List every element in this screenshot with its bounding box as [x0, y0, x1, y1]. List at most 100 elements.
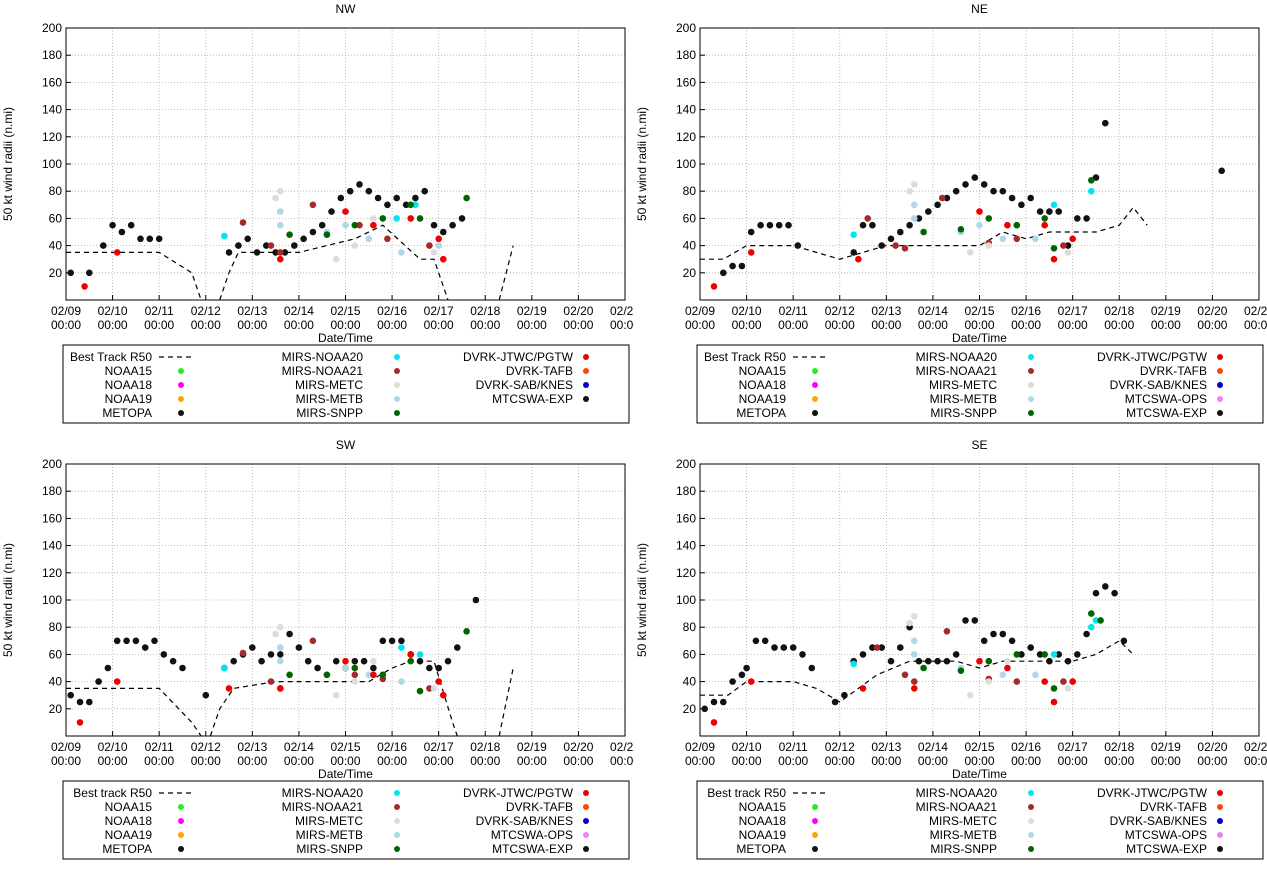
- x-tick-label-date: 02/15: [964, 740, 994, 754]
- x-tick-label-time: 00:00: [191, 754, 221, 768]
- legend-label: NOAA15: [105, 800, 153, 814]
- data-point: [295, 644, 303, 651]
- data-point: [911, 215, 918, 222]
- data-point: [1088, 623, 1095, 631]
- data-point: [365, 671, 373, 679]
- x-tick-label-time: 00:00: [144, 318, 174, 332]
- x-tick-label-time: 00:00: [330, 318, 360, 332]
- legend-label: MIRS-METC: [295, 814, 363, 828]
- data-point: [878, 644, 885, 651]
- data-point: [1060, 678, 1067, 685]
- data-point: [123, 637, 130, 645]
- data-point: [416, 687, 424, 695]
- data-point: [897, 228, 904, 236]
- legend-label: MIRS-METB: [930, 828, 997, 842]
- legend-label: MIRS-NOAA20: [282, 786, 364, 800]
- y-tick-label: 40: [49, 675, 63, 689]
- data-point: [370, 664, 377, 672]
- data-point: [1064, 685, 1072, 692]
- data-point: [1120, 637, 1128, 645]
- data-point: [976, 221, 983, 229]
- data-point: [1013, 221, 1021, 229]
- data-point: [230, 657, 237, 665]
- y-tick-label: 160: [676, 75, 696, 89]
- data-point: [365, 235, 373, 243]
- x-tick-label-time: 00:00: [610, 754, 634, 768]
- legend-dot-marker: [394, 790, 400, 796]
- data-point: [109, 221, 116, 229]
- x-tick-label-date: 02/13: [237, 304, 267, 318]
- data-point: [151, 637, 158, 645]
- legend-dot-marker: [394, 832, 400, 838]
- data-point: [710, 719, 718, 726]
- data-point: [1060, 242, 1067, 249]
- x-tick-label-time: 00:00: [1197, 754, 1227, 768]
- x-tick-label-date: 02/18: [470, 304, 500, 318]
- data-point: [999, 630, 1007, 638]
- x-tick-label-time: 00:00: [144, 754, 174, 768]
- data-point: [351, 242, 359, 249]
- data-point: [1102, 583, 1109, 590]
- data-point: [398, 678, 405, 685]
- x-tick-label-date: 02/11: [779, 740, 808, 754]
- data-point: [859, 685, 867, 692]
- x-tick-label-time: 00:00: [1104, 754, 1134, 768]
- legend-label: NOAA18: [105, 814, 153, 828]
- x-tick-label-date: 02/17: [424, 740, 454, 754]
- data-point: [729, 678, 736, 685]
- data-point: [281, 249, 289, 256]
- legend-label: NOAA15: [739, 364, 787, 378]
- y-tick-label: 160: [676, 511, 696, 525]
- x-tick-label-date: 02/17: [1058, 304, 1088, 318]
- x-tick-label-date: 02/13: [237, 740, 267, 754]
- data-point: [113, 678, 121, 685]
- data-point: [430, 221, 438, 229]
- x-tick-label-date: 02/11: [145, 740, 174, 754]
- plot-frame: [699, 27, 1260, 301]
- data-point: [985, 657, 993, 665]
- legend-label: NOAA18: [739, 378, 787, 392]
- data-point: [444, 657, 452, 665]
- legend-dot-marker: [1028, 832, 1034, 838]
- data-point: [1092, 589, 1100, 597]
- data-point: [757, 221, 764, 229]
- legend-dot-marker: [394, 818, 400, 824]
- x-tick-label-date: 02/13: [871, 740, 901, 754]
- best-track-line: [498, 667, 514, 737]
- legend-box: [62, 344, 630, 424]
- data-point: [258, 657, 265, 665]
- data-point: [100, 242, 107, 249]
- x-tick-label-date: 02/11: [145, 304, 174, 318]
- x-tick-label-time: 00:00: [871, 754, 901, 768]
- x-tick-label-time: 00:00: [1058, 754, 1088, 768]
- data-point: [1055, 651, 1062, 658]
- data-point: [1064, 249, 1072, 256]
- legend-dot-marker: [394, 396, 400, 402]
- legend-label: METOPA: [102, 842, 152, 856]
- x-tick-label-date: 02/20: [1197, 304, 1227, 318]
- legend-label: NOAA15: [739, 800, 787, 814]
- legend-label: MIRS-NOAA20: [916, 786, 998, 800]
- data-point: [263, 242, 270, 249]
- data-point: [267, 242, 275, 249]
- data-point: [346, 187, 354, 195]
- data-point: [244, 235, 251, 243]
- legend-label: MIRS-SNPP: [930, 406, 997, 420]
- data-point: [463, 628, 470, 635]
- data-point: [915, 657, 923, 665]
- data-point: [342, 208, 349, 215]
- data-point: [869, 644, 876, 651]
- legend-label: MIRS-NOAA21: [916, 364, 998, 378]
- data-point: [267, 678, 275, 685]
- y-tick-label: 40: [683, 239, 697, 253]
- data-point: [407, 651, 415, 658]
- data-point: [1050, 685, 1058, 692]
- data-point: [398, 644, 405, 651]
- x-tick-label-date: 02/19: [1151, 304, 1181, 318]
- data-point: [360, 657, 368, 665]
- y-tick-label: 60: [49, 647, 63, 661]
- legend-dot-marker: [583, 368, 589, 374]
- x-tick-label-time: 00:00: [918, 318, 948, 332]
- data-point: [225, 249, 233, 256]
- data-point: [850, 249, 857, 256]
